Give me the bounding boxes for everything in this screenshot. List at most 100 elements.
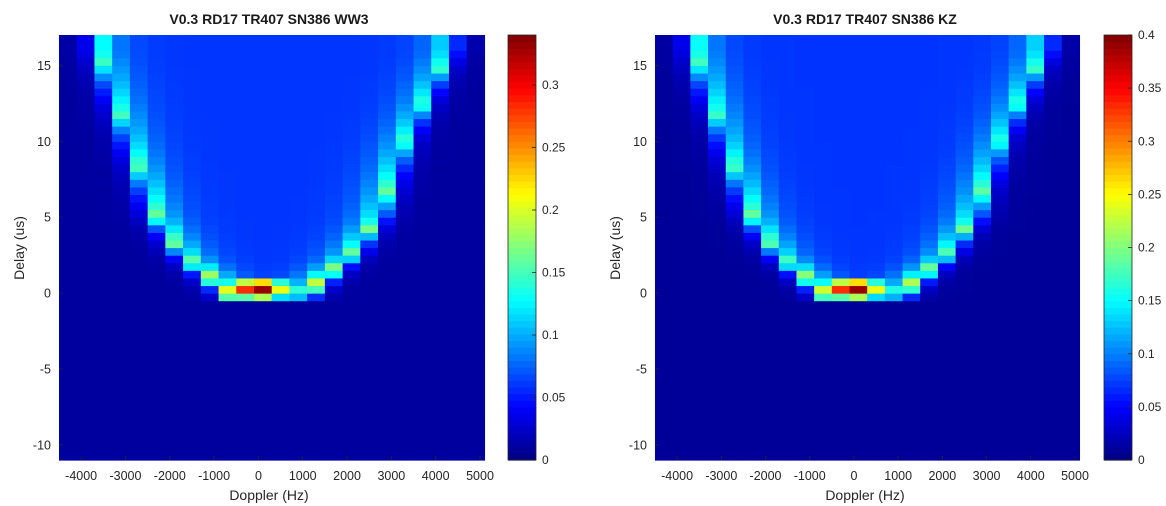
colorbar-segment (508, 141, 536, 149)
heatmap-cell (1008, 346, 1027, 355)
heatmap-cell (831, 103, 851, 112)
y-tick-label: 0 (44, 287, 51, 301)
heatmap-cell (360, 384, 379, 393)
heatmap-cell (1026, 376, 1045, 385)
heatmap-cell (129, 437, 149, 446)
colorbar-segment (1104, 174, 1132, 182)
heatmap-cell (378, 315, 397, 324)
y-tick-label: -5 (40, 362, 51, 376)
heatmap-cell (324, 42, 344, 51)
heatmap-cell (796, 171, 815, 180)
colorbar-segment (1104, 406, 1132, 415)
heatmap-cell (1026, 262, 1045, 271)
heatmap-cell (1026, 255, 1045, 264)
heatmap-cell (1061, 277, 1081, 287)
heatmap-cell (342, 353, 361, 362)
colorbar-tick-label: 0.25 (542, 141, 566, 155)
heatmap-cell (973, 300, 992, 309)
heatmap-cell (342, 42, 361, 51)
heatmap-cell (708, 422, 727, 431)
heatmap-cell (218, 368, 237, 378)
heatmap-cell (94, 209, 113, 218)
heatmap-cell (831, 50, 851, 59)
heatmap-cell (761, 194, 780, 203)
heatmap-cell (1008, 118, 1027, 127)
heatmap-cell (1061, 201, 1081, 211)
heatmap-cell (183, 361, 202, 370)
heatmap-cell (76, 361, 96, 370)
heatmap-cell (360, 179, 379, 188)
heatmap-cell (690, 277, 709, 287)
heatmap-cell (271, 285, 291, 294)
heatmap-cell (761, 368, 780, 378)
heatmap-cell (814, 262, 833, 271)
panel-right: V0.3 RD17 TR407 SN386 KZ -4000 -3000 -2000… (607, 11, 1162, 503)
heatmap-cell (448, 164, 468, 173)
heatmap-cell (761, 399, 780, 408)
heatmap-cell (1044, 171, 1063, 180)
heatmap-cell (955, 414, 974, 423)
heatmap-cell (147, 72, 166, 82)
heatmap-cell (796, 148, 815, 158)
heatmap-cell (743, 148, 762, 158)
heatmap-cell (725, 376, 745, 385)
heatmap-cell (395, 133, 415, 142)
heatmap-cell (129, 50, 149, 59)
colorbar-segment (508, 61, 536, 69)
heatmap-cell (147, 368, 166, 378)
heatmap-cell (271, 95, 291, 104)
heatmap-cell (253, 126, 273, 135)
colorbar-segment (1104, 147, 1132, 156)
heatmap-cell (743, 141, 762, 150)
heatmap-cell (1044, 406, 1063, 416)
heatmap-cell (920, 171, 939, 180)
colorbar-segment (1104, 307, 1132, 315)
heatmap-cell (1044, 42, 1063, 51)
heatmap-cell (431, 42, 450, 51)
heatmap-cell (902, 148, 921, 158)
heatmap-cell (448, 384, 468, 393)
heatmap-cell (1061, 437, 1081, 446)
heatmap-cell (94, 308, 113, 317)
heatmap-cell (200, 406, 220, 416)
heatmap-cell (466, 141, 486, 150)
heatmap-cell (183, 406, 202, 416)
heatmap-cell (76, 384, 96, 393)
heatmap-cell (147, 103, 166, 112)
heatmap-cell (112, 406, 131, 416)
heatmap-cell (761, 217, 780, 226)
heatmap-cell (831, 293, 851, 302)
heatmap-cell (76, 330, 96, 340)
heatmap-cell (725, 50, 745, 59)
heatmap-cell (271, 164, 291, 173)
heatmap-cell (271, 270, 291, 279)
colorbar-segment (508, 174, 536, 182)
heatmap-cell (690, 429, 709, 438)
heatmap-cell (814, 429, 833, 438)
heatmap-cell (360, 429, 379, 438)
heatmap-cell (1026, 95, 1045, 104)
colorbar-segment (1104, 360, 1132, 368)
heatmap-cell (448, 414, 468, 423)
heatmap-cell (884, 361, 904, 370)
heatmap-cell (831, 148, 851, 158)
heatmap-cell (307, 239, 326, 249)
heatmap-cell (884, 429, 904, 438)
heatmap-cell (94, 247, 113, 256)
heatmap-cell (448, 361, 468, 370)
heatmap-cell (1044, 118, 1063, 127)
heatmap-cell (307, 57, 326, 66)
heatmap-cell (395, 414, 415, 423)
heatmap-cell (253, 110, 273, 120)
heatmap-cell (814, 300, 833, 309)
heatmap-cell (672, 57, 691, 66)
colorbar-segment (1104, 340, 1132, 348)
heatmap-cell (955, 315, 974, 324)
heatmap-cell (413, 232, 432, 241)
heatmap-cell (902, 361, 921, 370)
heatmap-cell (360, 239, 379, 249)
heatmap-cell (466, 361, 486, 370)
heatmap-cell (1044, 361, 1063, 370)
heatmap-cell (324, 65, 344, 74)
heatmap-cell (253, 255, 273, 264)
